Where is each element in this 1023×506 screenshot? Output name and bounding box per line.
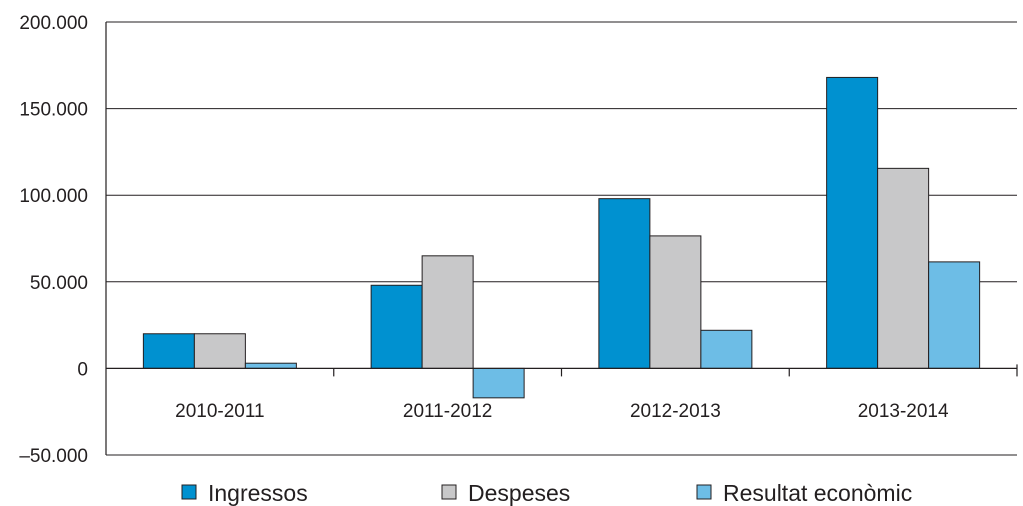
- legend-swatch: [181, 484, 197, 500]
- x-tick-label: 2013-2014: [858, 401, 949, 422]
- legend-label: Ingressos: [208, 480, 308, 506]
- legend-label: Resultat econòmic: [723, 480, 912, 506]
- legend-swatch: [696, 484, 712, 500]
- bar-resultat-econ-mic-2013-2014: [928, 261, 981, 369]
- y-tick-label: 0: [77, 359, 88, 380]
- bar-despeses-2013-2014: [877, 167, 930, 369]
- y-tick-label: 50.000: [30, 273, 88, 294]
- legend: Ingressos Despeses Resultat econòmic: [181, 480, 912, 506]
- legend-item: Resultat econòmic: [696, 480, 912, 506]
- y-tick-label: 150.000: [19, 100, 88, 121]
- bar-ingressos-2010-2011: [142, 333, 195, 369]
- legend-item: Despeses: [441, 480, 570, 506]
- bar-ingressos-2012-2013: [598, 198, 651, 369]
- x-tick-label: 2012-2013: [630, 401, 721, 422]
- bar-despeses-2010-2011: [193, 333, 246, 369]
- x-tick-label: 2010-2011: [175, 401, 264, 422]
- y-tick-labels: –50.000 0 50.000 100.000 150.000 200.000: [19, 13, 88, 467]
- bar-ingressos-2013-2014: [826, 76, 879, 369]
- x-tick-label: 2011-2012: [403, 401, 492, 422]
- bars: [142, 76, 981, 399]
- bar-despeses-2011-2012: [421, 255, 474, 369]
- bar-resultat-econ-mic-2012-2013: [700, 329, 753, 369]
- axes: [105, 22, 1018, 455]
- bar-resultat-econ-mic-2011-2012: [472, 367, 525, 399]
- bar-ingressos-2011-2012: [370, 284, 423, 369]
- legend-item: Ingressos: [181, 480, 308, 506]
- x-tick-labels: 2010-2011 2011-2012 2012-2013 2013-2014: [175, 401, 949, 422]
- legend-label: Despeses: [468, 480, 570, 506]
- bar-resultat-econ-mic-2010-2011: [244, 362, 297, 369]
- y-tick-label: 200.000: [19, 13, 88, 34]
- legend-swatch: [441, 484, 457, 500]
- y-tick-label: –50.000: [19, 446, 88, 467]
- bar-despeses-2012-2013: [649, 235, 702, 369]
- y-tick-label: 100.000: [19, 186, 88, 207]
